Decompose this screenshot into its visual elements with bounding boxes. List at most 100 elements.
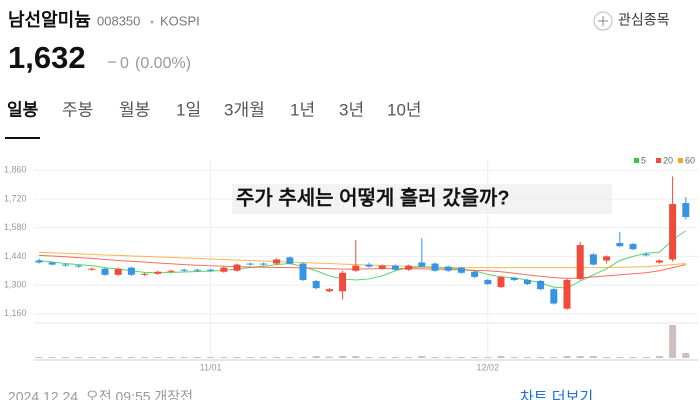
candle-body xyxy=(418,262,426,267)
volume-bar xyxy=(141,357,149,358)
volume-bar xyxy=(431,357,439,358)
watch-label: 관심종목 xyxy=(618,12,670,28)
volume-bar xyxy=(75,357,83,358)
y-tick-label: 1,860 xyxy=(4,165,27,175)
candle-body xyxy=(497,276,505,288)
period-tab[interactable]: 1일 xyxy=(176,100,201,119)
volume-bar xyxy=(220,357,228,358)
candle-body xyxy=(299,263,307,280)
y-tick-label: 1,580 xyxy=(4,222,27,232)
volume-bar xyxy=(523,357,531,358)
period-tab[interactable]: 3년 xyxy=(339,100,364,119)
volume-bar xyxy=(233,357,241,358)
candle-body xyxy=(88,268,96,270)
candle-body xyxy=(563,279,571,309)
volume-bar xyxy=(603,357,611,358)
candle-body xyxy=(167,270,175,272)
candle-body xyxy=(61,264,69,266)
candle-body xyxy=(75,265,83,267)
candle-body xyxy=(233,264,241,271)
volume-bar xyxy=(259,357,267,358)
volume-bar xyxy=(273,357,281,358)
price-change-pct: (0.00%) xyxy=(135,55,191,72)
volume-bar xyxy=(616,357,624,358)
volume-bar xyxy=(61,357,69,358)
candle-body xyxy=(207,269,215,271)
candle-body xyxy=(669,204,677,260)
volume-bar xyxy=(418,356,426,358)
period-tab[interactable]: 주봉 xyxy=(62,100,93,119)
candle-body xyxy=(246,263,254,265)
candle-body xyxy=(457,267,465,273)
legend-swatch xyxy=(656,158,661,163)
period-tab[interactable]: 10년 xyxy=(387,100,422,119)
watch-icon xyxy=(593,11,613,31)
legend-swatch xyxy=(678,158,683,163)
moving-average-line xyxy=(38,251,686,269)
volume-bar xyxy=(339,356,347,358)
volume-bar xyxy=(154,357,162,358)
period-tab[interactable]: 1년 xyxy=(290,100,315,119)
volume-bar xyxy=(207,357,215,358)
candle-body xyxy=(550,289,558,304)
volume-bar xyxy=(114,357,122,358)
candle-body xyxy=(510,277,518,280)
volume-bar xyxy=(457,357,465,358)
volume-bar xyxy=(35,357,43,358)
candle-body xyxy=(444,266,452,271)
candle-body xyxy=(629,244,637,250)
volume-bar xyxy=(352,356,360,358)
candle-body xyxy=(352,265,360,271)
candle-body xyxy=(325,289,333,292)
candle-body xyxy=(603,256,611,261)
tab-underline xyxy=(5,137,40,139)
annotation: 주가 추세는 어떻게 흘러 갔을까? xyxy=(236,185,510,209)
price-chart: 1,160 1,300 1,440 1,580 1,720 1,860 11/01 12/02… xyxy=(4,155,698,372)
period-tab[interactable]: 월봉 xyxy=(119,100,150,119)
volume-bar xyxy=(48,357,56,358)
volume-bar xyxy=(682,353,690,358)
candle-body xyxy=(378,265,386,269)
candle-body xyxy=(576,245,584,279)
candle-body xyxy=(48,262,56,265)
y-tick-label: 1,720 xyxy=(4,193,27,203)
volume-bar xyxy=(589,356,597,358)
candle-body xyxy=(259,263,267,265)
period-tab[interactable]: 일봉 xyxy=(7,100,39,119)
candle-body xyxy=(101,268,109,275)
y-tick-label: 1,300 xyxy=(4,279,27,289)
watch-button[interactable]: 관심종목 xyxy=(593,11,670,31)
candle-body xyxy=(141,273,149,275)
candle-body xyxy=(180,269,188,271)
volume-bar xyxy=(88,357,96,358)
candle-body xyxy=(339,272,347,292)
more-chart-link[interactable]: 차트 더보기 xyxy=(520,389,593,400)
moving-average-line xyxy=(38,254,686,280)
volume-bar xyxy=(444,357,452,358)
stock-code: 008350 xyxy=(97,13,140,28)
volume-bar xyxy=(127,357,135,358)
candle-body xyxy=(431,263,439,271)
candle-body xyxy=(35,260,43,263)
candle-body xyxy=(193,269,201,271)
volume-bar xyxy=(286,357,294,358)
y-tick-label: 1,440 xyxy=(4,251,27,261)
candle-body xyxy=(114,268,122,275)
legend-label: 60 xyxy=(685,155,695,165)
candle-body xyxy=(312,280,320,289)
candle-body xyxy=(286,257,294,264)
timestamp: 2024.12.24. 오전 09:55 개장전 xyxy=(8,389,193,400)
candle-body xyxy=(127,267,135,275)
volume-bar xyxy=(325,356,333,358)
legend-label: 20 xyxy=(663,155,673,165)
candle-body xyxy=(391,265,399,270)
candle-body xyxy=(523,279,531,285)
volume-bar xyxy=(669,325,677,358)
period-tab[interactable]: 3개월 xyxy=(224,100,265,119)
legend-label: 5 xyxy=(641,155,646,165)
candle-body xyxy=(154,271,162,274)
candle-body xyxy=(405,265,413,270)
y-tick-label: 1,160 xyxy=(4,308,27,318)
volume-bar xyxy=(629,357,637,358)
